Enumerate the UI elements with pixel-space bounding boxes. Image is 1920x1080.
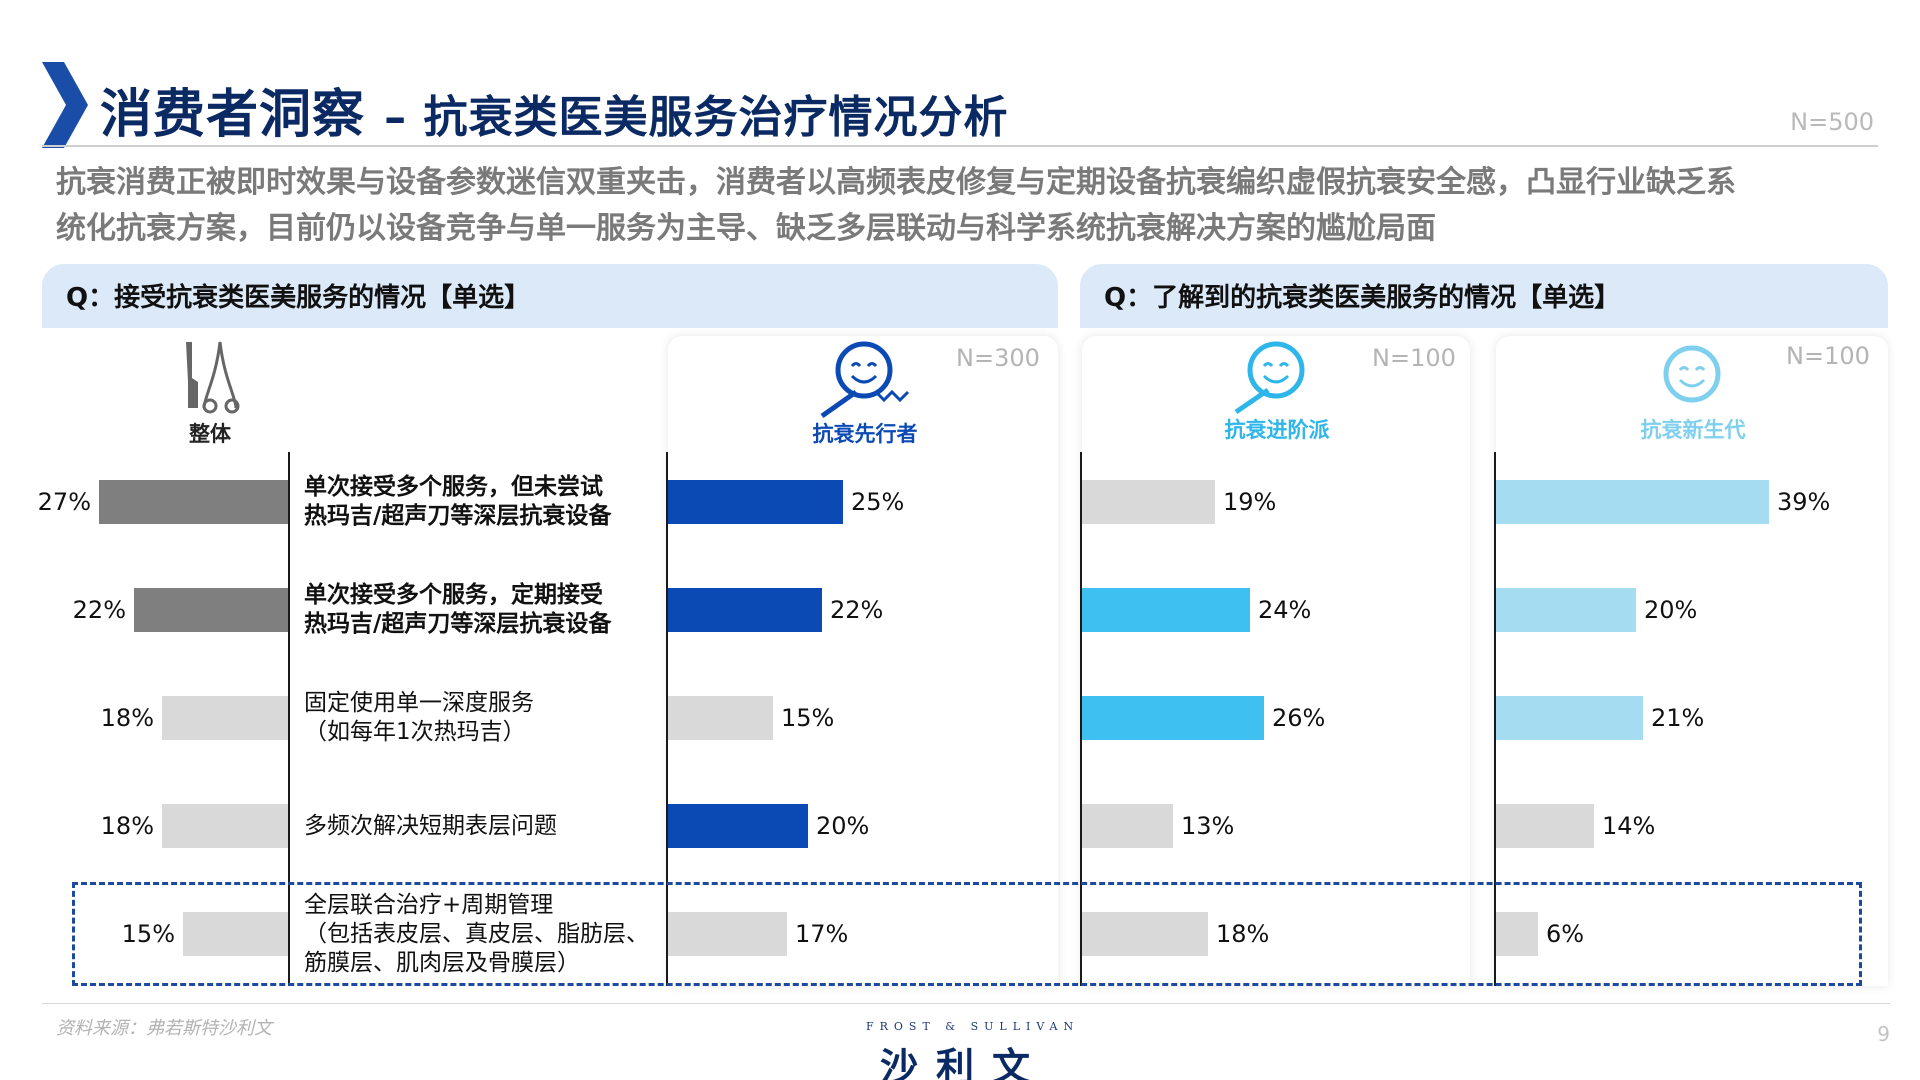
- bar: [1082, 480, 1215, 524]
- category-label: 单次接受多个服务，但未尝试 热玛吉/超声刀等深层抗衰设备: [304, 473, 674, 531]
- value-label: 26%: [1272, 704, 1326, 732]
- bar: [1496, 912, 1538, 956]
- segment-label-advanced: 抗衰进阶派: [1224, 418, 1330, 442]
- page-number: 9: [1877, 1022, 1890, 1046]
- logo-english: FROST & SULLIVAN: [866, 1020, 1080, 1033]
- value-label: 18%: [1216, 920, 1270, 948]
- category-label-line: 单次接受多个服务，但未尝试: [304, 474, 603, 500]
- bar: [1082, 696, 1264, 740]
- sample-size-newgen: N=100: [1786, 342, 1870, 370]
- value-label: 20%: [816, 812, 870, 840]
- bar: [162, 804, 288, 848]
- panel-advanced: [1082, 336, 1470, 986]
- value-label: 22%: [72, 596, 126, 624]
- value-label: 18%: [100, 704, 154, 732]
- smiley-icon: [1663, 345, 1721, 403]
- sample-size-pioneer: N=300: [956, 344, 1040, 372]
- axis-overall: [288, 452, 290, 986]
- bar: [1082, 912, 1208, 956]
- source-note: 资料来源：弗若斯特沙利文: [56, 1018, 272, 1039]
- category-label: 多频次解决短期表层问题: [304, 812, 674, 841]
- bar: [134, 588, 288, 632]
- axis-newgen: [1494, 452, 1496, 986]
- highlight-box: [72, 882, 1862, 986]
- category-label-line: 单次接受多个服务，定期接受: [304, 582, 603, 608]
- bar: [668, 480, 843, 524]
- bar: [1496, 588, 1636, 632]
- category-label-line: （包括表皮层、真皮层、脂肪层、: [304, 920, 649, 947]
- smiley-syringe-icon: [1234, 341, 1305, 415]
- category-label-line: 筋膜层、肌肉层及骨膜层）: [304, 949, 580, 976]
- value-label: 20%: [1644, 596, 1698, 624]
- value-label: 24%: [1258, 596, 1312, 624]
- smiley-syringe-icon: [820, 341, 910, 419]
- bar: [668, 696, 773, 740]
- sample-size-advanced: N=100: [1372, 344, 1456, 372]
- panel-pioneer: [668, 336, 1058, 986]
- axis-advanced: [1080, 452, 1082, 986]
- segment-label-newgen: 抗衰新生代: [1640, 418, 1746, 442]
- value-label: 18%: [100, 812, 154, 840]
- value-label: 13%: [1181, 812, 1235, 840]
- segment-label-overall: 整体: [189, 422, 231, 446]
- panel-newgen: [1496, 336, 1888, 986]
- value-label: 17%: [795, 920, 849, 948]
- value-label: 15%: [781, 704, 835, 732]
- footer-divider: [42, 1003, 1890, 1004]
- value-label: 14%: [1602, 812, 1656, 840]
- value-label: 19%: [1223, 488, 1277, 516]
- bar: [183, 912, 288, 956]
- bar: [1082, 804, 1173, 848]
- title-divider: [42, 145, 1878, 147]
- value-label: 39%: [1777, 488, 1831, 516]
- axis-pioneer: [666, 452, 668, 986]
- bar: [668, 588, 822, 632]
- bar: [99, 480, 288, 524]
- page-title: 消费者洞察 – 抗衰类医美服务治疗情况分析: [100, 85, 1009, 145]
- value-label: 22%: [830, 596, 884, 624]
- category-label: 单次接受多个服务，定期接受 热玛吉/超声刀等深层抗衰设备: [304, 581, 674, 639]
- total-sample-size: N=500: [1790, 108, 1874, 136]
- question-left: Q：接受抗衰类医美服务的情况【单选】: [42, 264, 1058, 328]
- bar: [668, 912, 787, 956]
- logo-chinese: 沙利文: [880, 1045, 1049, 1080]
- value-label: 6%: [1546, 920, 1585, 948]
- value-label: 21%: [1651, 704, 1705, 732]
- category-label-line: 多频次解决短期表层问题: [304, 812, 557, 839]
- category-label: 固定使用单一深度服务 （如每年1次热玛吉）: [304, 689, 674, 747]
- bar: [1082, 588, 1250, 632]
- category-label-line: 固定使用单一深度服务: [304, 690, 534, 716]
- value-label: 15%: [121, 920, 175, 948]
- category-label-line: 热玛吉/超声刀等深层抗衰设备: [304, 503, 612, 529]
- bar: [668, 804, 808, 848]
- bar: [1496, 480, 1769, 524]
- category-label: 全层联合治疗+周期管理 （包括表皮层、真皮层、脂肪层、 筋膜层、肌肉层及骨膜层）: [304, 891, 674, 978]
- medical-tools-icon: [186, 341, 240, 414]
- bar: [1496, 804, 1594, 848]
- category-label-line: 全层联合治疗+周期管理: [304, 891, 554, 918]
- bar: [1496, 696, 1643, 740]
- value-label: 27%: [37, 488, 91, 516]
- category-label-line: （如每年1次热玛吉）: [304, 719, 526, 745]
- chevron-icon: [42, 62, 88, 148]
- category-label-line: 热玛吉/超声刀等深层抗衰设备: [304, 611, 612, 637]
- bar: [162, 696, 288, 740]
- question-right: Q：了解到的抗衰类医美服务的情况【单选】: [1080, 264, 1888, 328]
- segment-label-pioneer: 抗衰先行者: [812, 422, 918, 446]
- summary-text: 抗衰消费正被即时效果与设备参数迷信双重夹击，消费者以高频表皮修复与定期设备抗衰编…: [56, 165, 1736, 246]
- value-label: 25%: [851, 488, 905, 516]
